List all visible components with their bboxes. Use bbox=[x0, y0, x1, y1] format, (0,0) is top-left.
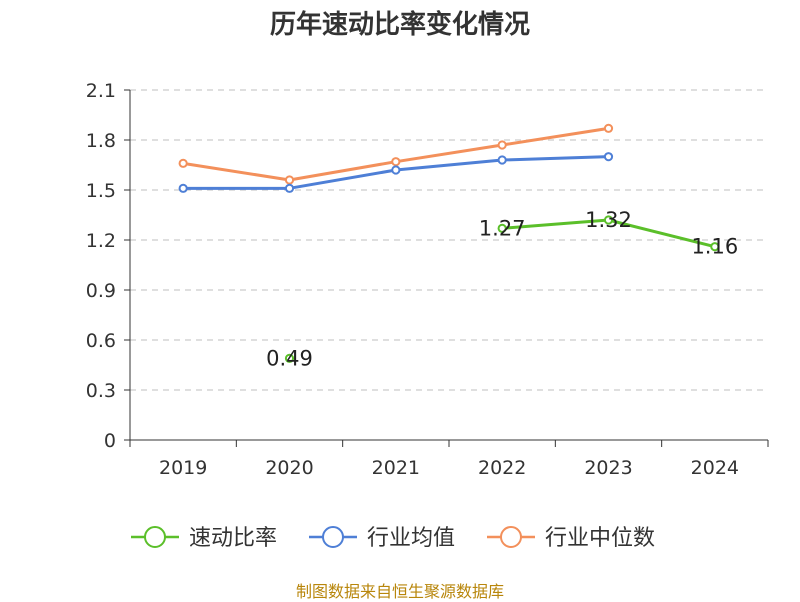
data-point bbox=[178, 183, 188, 193]
legend-marker bbox=[322, 526, 344, 548]
data-point bbox=[391, 157, 401, 167]
data-label: 1.32 bbox=[585, 208, 632, 232]
legend-item-1[interactable]: 行业均值 bbox=[309, 526, 455, 551]
legend-label: 行业中位数 bbox=[545, 526, 655, 551]
legend-label: 速动比率 bbox=[189, 526, 277, 551]
x-tick-label: 2022 bbox=[478, 457, 526, 479]
data-point bbox=[603, 152, 614, 162]
x-tick-label: 2019 bbox=[159, 457, 207, 479]
legend[interactable]: 速动比率 行业均值 行业中位数 bbox=[131, 526, 655, 551]
y-tick-label: 0.3 bbox=[86, 380, 116, 402]
series-layer: 0.49 1.27 1.32 1.16 bbox=[178, 123, 738, 370]
data-point bbox=[497, 140, 507, 150]
y-tick-label: 1.8 bbox=[86, 130, 116, 152]
data-point bbox=[391, 165, 401, 175]
x-tick-label: 2021 bbox=[372, 457, 420, 479]
y-tick-label: 2.1 bbox=[86, 80, 116, 102]
legend-item-0[interactable]: 速动比率 bbox=[131, 526, 277, 551]
legend-marker bbox=[500, 526, 522, 548]
chart-title: 历年速动比率变化情况 bbox=[269, 10, 530, 40]
data-point bbox=[284, 175, 295, 185]
series-2 bbox=[178, 123, 614, 185]
y-tick-label: 0.9 bbox=[86, 280, 116, 302]
y-tick-label: 0 bbox=[104, 430, 116, 452]
data-point bbox=[710, 242, 720, 252]
axes: 0 0.3 0.6 0.9 1.2 1.5 1.8 2.1 2019 2020 2021 2022 20… bbox=[86, 80, 769, 479]
data-point bbox=[603, 215, 614, 225]
data-point bbox=[284, 353, 295, 363]
data-label: 0.49 bbox=[266, 346, 313, 370]
series-0: 0.49 1.27 1.32 1.16 bbox=[266, 208, 738, 370]
data-label: 1.27 bbox=[479, 216, 526, 240]
data-point bbox=[178, 158, 188, 168]
y-tick-label: 1.5 bbox=[86, 180, 116, 202]
y-tick-label: 0.6 bbox=[86, 330, 116, 352]
data-point bbox=[497, 223, 507, 233]
source-note: 制图数据来自恒生聚源数据库 bbox=[295, 582, 504, 601]
x-tick-label: 2023 bbox=[584, 457, 632, 479]
legend-label: 行业均值 bbox=[367, 526, 455, 551]
data-point bbox=[497, 155, 507, 165]
data-point bbox=[603, 123, 614, 133]
legend-item-2[interactable]: 行业中位数 bbox=[487, 526, 655, 551]
x-tick-label: 2020 bbox=[265, 457, 313, 479]
data-point bbox=[284, 183, 295, 193]
series-1 bbox=[178, 152, 614, 193]
x-tick-label: 2024 bbox=[691, 457, 739, 479]
legend-marker bbox=[144, 526, 166, 548]
data-label: 1.16 bbox=[691, 235, 738, 259]
y-tick-label: 1.2 bbox=[86, 230, 116, 252]
grid-lines bbox=[130, 89, 768, 391]
